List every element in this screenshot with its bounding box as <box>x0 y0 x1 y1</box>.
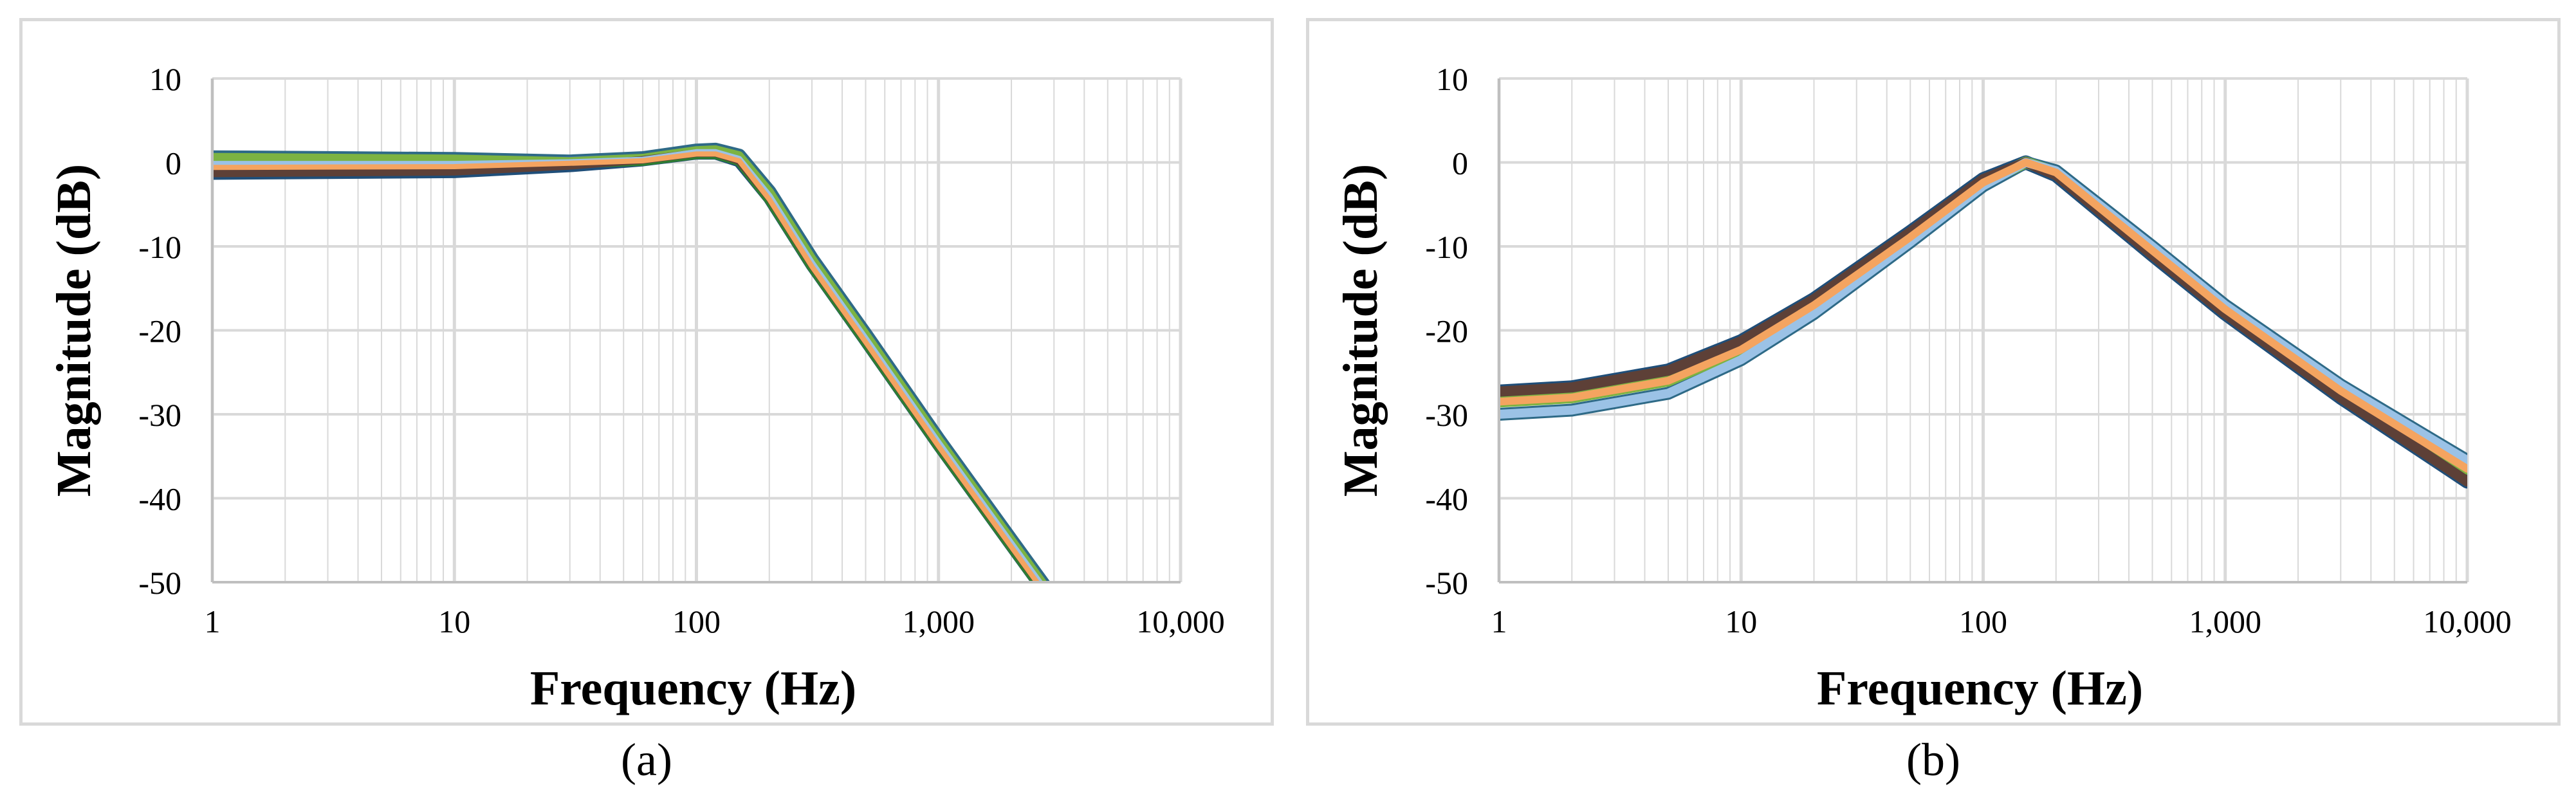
series-line <box>212 151 1040 582</box>
y-tick-label: -10 <box>1425 229 1468 265</box>
x-tick-label: 1,000 <box>903 603 975 639</box>
x-tick-label: 10 <box>1725 603 1757 639</box>
x-tick-label: 1 <box>1491 603 1507 639</box>
y-tick-label: -10 <box>138 229 181 265</box>
x-tick-label: 100 <box>1959 603 2007 639</box>
y-tick-label: 0 <box>165 145 181 181</box>
x-axis-title: Frequency (Hz) <box>530 661 856 715</box>
y-tick-label: -40 <box>138 481 181 517</box>
y-tick-label: -30 <box>138 397 181 433</box>
y-tick-label: 10 <box>149 61 181 97</box>
y-tick-label: -40 <box>1425 481 1468 517</box>
y-axis-title: Magnitude (dB) <box>47 164 101 497</box>
y-tick-label: 0 <box>1452 145 1468 181</box>
x-tick-label: 1,000 <box>2189 603 2262 639</box>
x-tick-label: 10,000 <box>2423 603 2512 639</box>
series-line <box>1499 158 2467 473</box>
x-tick-label: 1 <box>205 603 221 639</box>
caption-a: (a) <box>621 734 672 785</box>
chart-frame <box>19 18 1274 726</box>
x-axis-title: Frequency (Hz) <box>1817 661 2143 715</box>
y-tick-label: -20 <box>1425 313 1468 349</box>
x-tick-label: 10 <box>438 603 470 639</box>
y-tick-label: -50 <box>138 565 181 601</box>
x-tick-label: 100 <box>672 603 721 639</box>
y-tick-label: 10 <box>1436 61 1468 97</box>
caption-b: (b) <box>1906 734 1960 785</box>
y-tick-label: -20 <box>138 313 181 349</box>
y-axis-title: Magnitude (dB) <box>1334 164 1388 497</box>
y-tick-label: -50 <box>1425 565 1468 601</box>
chart-frame <box>1306 18 2561 726</box>
y-tick-label: -30 <box>1425 397 1468 433</box>
x-tick-label: 10,000 <box>1136 603 1225 639</box>
